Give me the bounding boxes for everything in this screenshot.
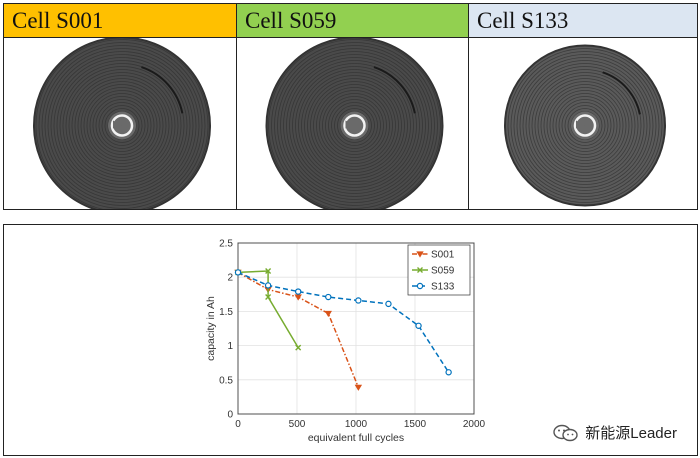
legend-label: S001 — [431, 250, 455, 261]
data-point-s133 — [264, 282, 272, 289]
legend-marker — [416, 282, 424, 290]
y-tick-label: 0 — [227, 410, 233, 421]
capacity-chart: 0 500 1000 1500 2000 0 0.5 1 1.5 2 2.5 equivalent f… — [205, 239, 486, 445]
watermark: 新能源Leader — [553, 422, 677, 443]
y-tick-label: 0.5 — [219, 375, 233, 386]
cell-ct-image-s133 — [469, 38, 697, 209]
legend-marker — [416, 251, 424, 258]
data-point-s133 — [294, 288, 302, 295]
cell-s059-column: Cell S059 — [236, 4, 468, 209]
data-point-s133 — [355, 297, 362, 304]
legend-label: S133 — [431, 282, 455, 293]
cell-label-s001: Cell S001 — [12, 8, 104, 33]
x-tick-label: 1000 — [345, 419, 368, 430]
legend-marker — [417, 267, 423, 273]
cell-header-s059: Cell S059 — [237, 4, 468, 38]
legend: S001 S059 S133 — [407, 244, 471, 296]
data-point-s133 — [415, 322, 422, 329]
x-tick-label: 0 — [235, 419, 241, 430]
data-point-s059 — [295, 344, 302, 351]
data-point-s001 — [354, 384, 363, 391]
wechat-icon — [553, 424, 578, 441]
cell-header-s001: Cell S001 — [4, 4, 236, 38]
series-line-s133 — [237, 271, 450, 373]
x-axis-label: equivalent full cycles — [308, 432, 404, 444]
cell-ct-image-s059 — [237, 38, 468, 209]
x-tick-label: 1500 — [404, 419, 427, 430]
data-point-s001 — [324, 310, 332, 318]
y-axis-label: capacity in Ah — [205, 296, 217, 361]
cell-cross-section — [504, 44, 666, 207]
x-tick-label: 500 — [289, 419, 306, 430]
data-point-s059 — [265, 294, 272, 301]
data-point-s133 — [445, 369, 452, 376]
watermark-text: 新能源Leader — [585, 425, 677, 442]
cell-label-s059: Cell S059 — [245, 8, 337, 33]
cell-images-panel: Cell S001 Cell S059 Cell S133 — [3, 3, 698, 210]
capacity-chart-panel: 0 500 1000 1500 2000 0 0.5 1 1.5 2 2.5 equivalent f… — [3, 224, 698, 456]
y-tick-label: 1 — [227, 341, 233, 352]
cell-cross-section — [265, 38, 444, 209]
y-tick-label: 2 — [227, 273, 233, 284]
cell-ct-image-s001 — [4, 38, 236, 209]
cell-s001-column: Cell S001 — [4, 4, 236, 209]
cell-header-s133: Cell S133 — [469, 4, 697, 38]
legend-label: S059 — [431, 266, 455, 277]
y-tick-label: 1.5 — [219, 307, 233, 318]
data-point-s133 — [234, 269, 242, 276]
x-tick-label: 2000 — [463, 419, 486, 430]
data-point-s133 — [385, 300, 392, 308]
data-point-s133 — [325, 293, 332, 301]
cell-s133-column: Cell S133 — [468, 4, 697, 209]
cell-label-s133: Cell S133 — [477, 8, 569, 33]
y-tick-label: 2.5 — [219, 239, 233, 250]
data-point-s059 — [265, 268, 272, 275]
cell-cross-section — [33, 38, 211, 209]
data-point-s001 — [294, 294, 302, 301]
